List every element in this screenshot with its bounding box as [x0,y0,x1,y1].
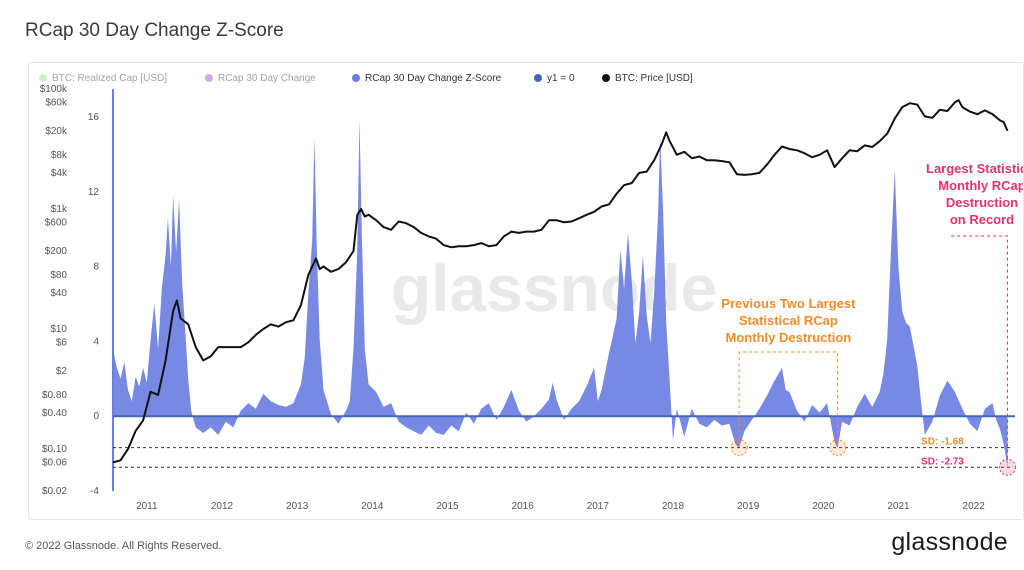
largest-annotation-text: Largest Statistical [926,161,1023,176]
reference-label: SD: -2.73 [921,456,964,467]
largest-annotation-text: on Record [950,212,1014,227]
left-axis-tick-label: $10 [50,324,67,335]
largest-annotation-bracket [951,235,1008,460]
glassnode-logo: glassnode [891,528,1008,556]
legend-item[interactable]: RCap 30 Day Change [205,73,316,84]
left-axis-tick-label: $0.40 [42,408,67,419]
highlight-circle [998,458,1016,476]
x-axis-tick-label: 2020 [812,501,835,512]
legend-swatch [205,74,213,82]
previous-annotation-text: Statistical RCap [739,313,838,328]
legend-item[interactable]: BTC: Price [USD] [602,73,693,84]
legend-swatch [352,74,360,82]
left-axis-tick-label: $4k [51,168,68,179]
x-axis-tick-label: 2014 [361,501,384,512]
x-axis-tick-label: 2015 [436,501,459,512]
largest-annotation-text: Destruction [946,195,1018,210]
left-axis-tick-label: $1k [51,204,68,215]
legend-item[interactable]: y1 = 0 [534,73,575,84]
zscore-area [113,118,1008,468]
zscore-axis-tick-label: -4 [90,486,99,497]
zscore-axis-tick-label: 12 [88,187,100,198]
legend-label: BTC: Realized Cap [USD] [52,73,168,84]
chart-title: RCap 30 Day Change Z-Score [25,20,284,41]
left-axis-tick-label: $8k [51,150,68,161]
chart-legend: BTC: Realized Cap [USD] RCap 30 Day Chang… [29,73,1023,89]
left-axis-tick-label: $100k [40,84,68,95]
x-axis-tick-label: 2011 [136,501,158,512]
x-axis-tick-label: 2018 [662,501,685,512]
left-axis-tick-label: $40 [50,288,67,299]
legend-label: BTC: Price [USD] [615,73,693,84]
left-axis-tick-label: $0.06 [42,457,67,468]
left-axis-tick-label: $60k [45,97,68,108]
left-axis-tick-label: $600 [45,217,68,228]
zscore-axis-tick-label: 4 [93,336,99,347]
previous-annotation-text: Previous Two Largest [721,296,856,311]
x-axis-tick-label: 2013 [286,501,309,512]
zscore-axis-tick-label: 16 [88,112,100,123]
legend-item[interactable]: RCap 30 Day Change Z-Score [352,73,501,84]
left-axis-tick-label: $2 [56,366,68,377]
legend-swatch [39,74,47,82]
chart-svg: glassnode $100k $60k $20k $8k $4k $1k $600 $200 $… [40,84,1023,512]
watermark: glassnode [391,251,717,325]
legend-swatch [602,74,610,82]
x-axis-tick-label: 2022 [963,501,986,512]
left-axis-tick-label: $0.10 [42,444,67,455]
price-line [112,99,1009,464]
legend-label: y1 = 0 [547,73,575,84]
largest-annotation-text: Monthly RCap [938,178,1023,193]
zscore-axis-tick-label: 8 [93,262,99,273]
copyright-footer: © 2022 Glassnode. All Rights Reserved. [25,540,222,552]
chart-card: BTC: Realized Cap [USD] RCap 30 Day Chang… [28,62,1024,520]
left-axis-tick-label: $0.02 [42,486,67,497]
left-axis-tick-label: $200 [45,246,68,257]
highlight-circle [730,439,748,457]
legend-item[interactable]: BTC: Realized Cap [USD] [39,73,167,84]
previous-annotation-bracket [738,351,839,445]
left-axis-tick-label: $20k [45,126,68,137]
x-axis-tick-label: 2016 [512,501,535,512]
x-axis-tick-label: 2012 [211,501,234,512]
legend-label: RCap 30 Day Change [218,73,316,84]
legend-label: RCap 30 Day Change Z-Score [365,73,502,84]
reference-label: SD: -1.68 [921,437,964,448]
legend-swatch [534,74,542,82]
x-axis-tick-label: 2021 [887,501,910,512]
x-axis-tick-label: 2019 [737,501,760,512]
left-axis-tick-label: $80 [50,270,67,281]
highlight-circle [829,439,847,457]
left-axis-tick-label: $0.80 [42,390,67,401]
previous-annotation-text: Monthly Destruction [726,330,852,345]
x-axis-tick-label: 2017 [587,501,610,512]
zscore-axis-tick-label: 0 [93,411,99,422]
left-axis-tick-label: $6 [56,337,68,348]
